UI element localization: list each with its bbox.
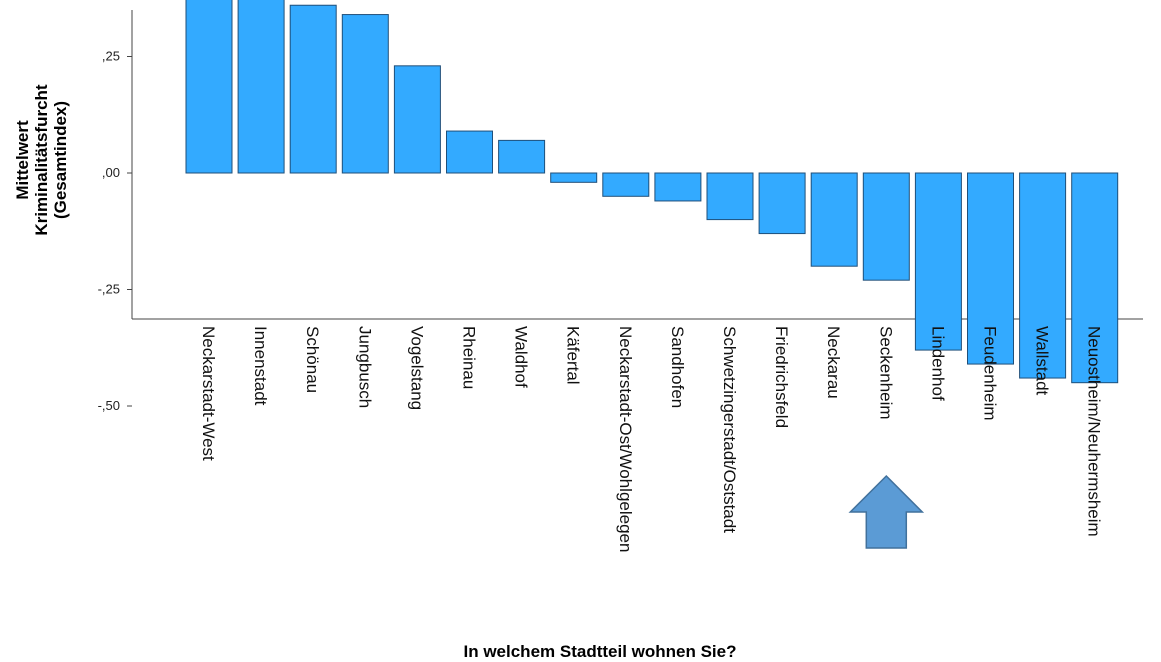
- category-label: Lindenhof: [928, 326, 947, 401]
- bar: [341, 14, 389, 174]
- category-label: Käfertal: [564, 326, 583, 385]
- bar: [1071, 172, 1119, 384]
- bar: [967, 172, 1014, 365]
- category-label: Friedrichsfeld: [772, 326, 791, 428]
- bar: [185, 0, 233, 174]
- bar: [706, 172, 754, 221]
- category-label: Neckarstadt-West: [199, 326, 218, 461]
- y-tick-label: -,50: [98, 398, 120, 413]
- category-label: Sandhofen: [668, 326, 687, 408]
- category-label: Seckenheim: [876, 326, 895, 420]
- y-axis-title: Mittelwert Kriminalitätsfurcht (Gesamtinde…: [13, 84, 70, 235]
- category-label: Vogelstang: [407, 326, 426, 410]
- y-axis-title-line: (Gesamtindex): [51, 101, 70, 219]
- up-arrow-icon: [848, 474, 925, 549]
- bar: [758, 172, 806, 235]
- bar: [446, 130, 493, 174]
- category-label: Jungbusch: [355, 326, 374, 408]
- highlight-arrow: [848, 474, 925, 549]
- y-axis-ticks: ,50,25,00-,25-,50: [98, 49, 132, 413]
- category-labels: Neckarstadt-West Innenstadt Schönau Jungbus…: [199, 326, 1104, 552]
- category-label: Neuostheim/Neuhermsheim: [1085, 326, 1104, 537]
- category-label: Rheinau: [460, 326, 479, 389]
- category-label: Feudenheim: [981, 326, 1000, 421]
- bar: [862, 172, 910, 281]
- bar: [602, 172, 650, 197]
- y-tick-label: -,25: [98, 282, 120, 297]
- bar: [550, 172, 598, 183]
- y-axis-title-line: Kriminalitätsfurcht: [32, 84, 51, 235]
- bar: [393, 65, 441, 174]
- category-label: Neckarstadt-Ost/Wohlgelegen: [616, 326, 635, 552]
- category-label: Schönau: [303, 326, 322, 393]
- bars: [185, 0, 1119, 384]
- category-label: Wallstadt: [1033, 326, 1052, 396]
- category-label: Schwetzingerstadt/Oststadt: [720, 326, 739, 533]
- y-tick-label: ,00: [102, 165, 120, 180]
- category-label: Neckarau: [824, 326, 843, 399]
- y-tick-label: ,25: [102, 49, 120, 64]
- category-label: Innenstadt: [251, 326, 270, 406]
- category-label: Waldhof: [512, 326, 531, 388]
- bar: [1019, 172, 1067, 379]
- bar: [498, 139, 546, 174]
- bar: [810, 172, 858, 267]
- bar: [914, 172, 962, 351]
- bar: [654, 172, 702, 202]
- bar: [289, 4, 337, 174]
- x-axis-title: In welchem Stadtteil wohnen Sie?: [464, 642, 737, 661]
- y-axis-title-line: Mittelwert: [13, 120, 32, 200]
- bar: [237, 0, 285, 174]
